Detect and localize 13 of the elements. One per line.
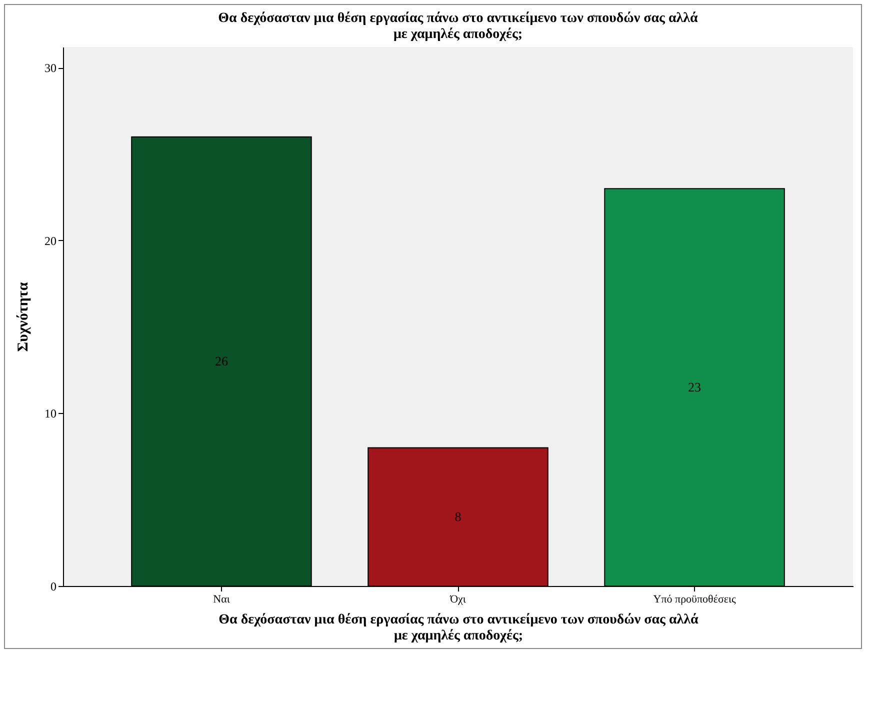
x-axis-title: Θα δεχόσασταν μια θέση εργασίας πάνω στο αντικείμενο των σπουδών σας αλλά με χαμηλές αποδοχές; xyxy=(218,612,699,644)
data-label: 8 xyxy=(454,508,462,524)
y-tick-label: 30 xyxy=(44,61,56,76)
x-tick-label: Υπό προϋποθέσεις xyxy=(653,594,736,606)
y-tick-label: 20 xyxy=(44,234,56,248)
data-label: 26 xyxy=(214,353,228,368)
x-tick-label: Όχι xyxy=(449,594,466,606)
y-axis-title: Συχνότητα xyxy=(16,282,32,352)
y-tick-label: 0 xyxy=(50,580,56,594)
x-tick-label: Ναι xyxy=(213,594,230,606)
y-tick-label: 10 xyxy=(44,406,56,421)
data-label: 23 xyxy=(688,379,702,394)
chart-title: Θα δεχόσασταν μια θέση εργασίας πάνω στο αντικείμενο των σπουδών σας αλλά με χαμηλές αποδοχές; xyxy=(218,11,698,42)
